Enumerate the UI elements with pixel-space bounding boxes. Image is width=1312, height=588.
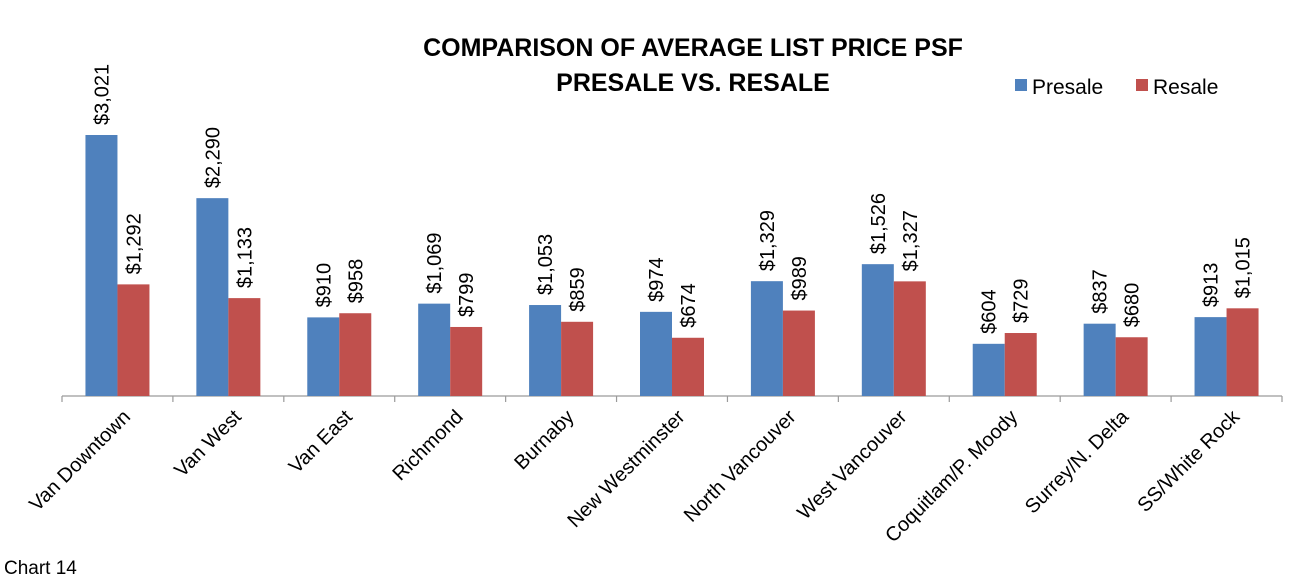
data-label-presale: $1,069 xyxy=(424,232,446,293)
category-label: Surrey/N. Delta xyxy=(1021,405,1134,518)
category-label: Burnaby xyxy=(510,406,578,474)
data-label-presale: $1,526 xyxy=(868,193,890,254)
data-label-presale: $913 xyxy=(1201,263,1223,308)
bar-resale xyxy=(782,310,815,396)
data-label-presale: $974 xyxy=(646,257,668,302)
bar-resale xyxy=(228,298,261,396)
category-label: Richmond xyxy=(388,406,467,485)
chart-caption: Chart 14 xyxy=(4,558,77,579)
data-label-presale: $1,053 xyxy=(535,234,557,295)
legend: Presale Resale xyxy=(1015,76,1218,99)
bar-presale xyxy=(1194,317,1227,396)
data-label-presale: $1,329 xyxy=(757,210,779,271)
bar-presale xyxy=(85,135,118,396)
data-label-presale: $2,290 xyxy=(202,127,224,188)
bar-presale xyxy=(1083,323,1116,396)
bar-presale xyxy=(861,264,894,396)
category-label: SS/White Rock xyxy=(1133,405,1244,516)
category-label: Van East xyxy=(285,406,357,478)
chart-subtitle: PRESALE VS. RESALE xyxy=(556,69,830,97)
bar-presale xyxy=(307,317,340,396)
bar-resale xyxy=(117,284,150,396)
bar-presale xyxy=(640,311,672,396)
bar-resale xyxy=(672,337,704,396)
data-label-resale: $859 xyxy=(567,267,589,312)
bar-resale xyxy=(339,313,372,396)
data-label-resale: $729 xyxy=(1011,279,1033,324)
data-label-presale: $910 xyxy=(313,263,335,308)
bar-resale xyxy=(893,281,926,396)
data-label-resale: $1,327 xyxy=(900,210,922,271)
bar-presale xyxy=(750,281,783,396)
data-label-resale: $680 xyxy=(1122,283,1144,328)
data-label-resale: $989 xyxy=(789,256,811,301)
chart-title: COMPARISON OF AVERAGE LIST PRICE PSF xyxy=(423,34,963,62)
data-label-resale: $1,292 xyxy=(123,213,145,274)
data-label-presale: $3,021 xyxy=(91,64,113,125)
data-label-resale: $1,015 xyxy=(1233,237,1255,298)
bar-presale xyxy=(418,303,451,396)
data-label-resale: $1,133 xyxy=(234,227,256,288)
data-label-presale: $604 xyxy=(979,289,1001,334)
bar-resale xyxy=(1004,333,1037,396)
bar-presale xyxy=(529,305,562,396)
category-label: West Vancouver xyxy=(793,406,911,524)
bar-presale xyxy=(972,343,1005,396)
bar-resale xyxy=(1226,308,1259,396)
data-label-presale: $837 xyxy=(1090,269,1112,314)
data-label-resale: $674 xyxy=(678,283,700,328)
category-label: New Westminster xyxy=(563,406,689,532)
legend-swatch-presale xyxy=(1015,79,1027,91)
bar-resale xyxy=(1115,337,1148,396)
category-label: North Vancouver xyxy=(680,406,801,527)
bar-resale xyxy=(561,321,594,396)
category-label: Van Downtown xyxy=(25,406,135,516)
legend-label-resale: Resale xyxy=(1153,76,1218,99)
data-label-resale: $958 xyxy=(345,259,367,304)
bar-presale xyxy=(196,198,229,396)
category-label: Van West xyxy=(170,406,246,482)
legend-label-presale: Presale xyxy=(1032,76,1103,99)
legend-swatch-resale xyxy=(1136,79,1148,91)
bar-resale xyxy=(450,326,483,396)
plot-area: $3,021 $1,292 Van Downtown $2,290 $1,133 Van … xyxy=(25,64,1283,547)
data-label-resale: $799 xyxy=(456,272,478,317)
